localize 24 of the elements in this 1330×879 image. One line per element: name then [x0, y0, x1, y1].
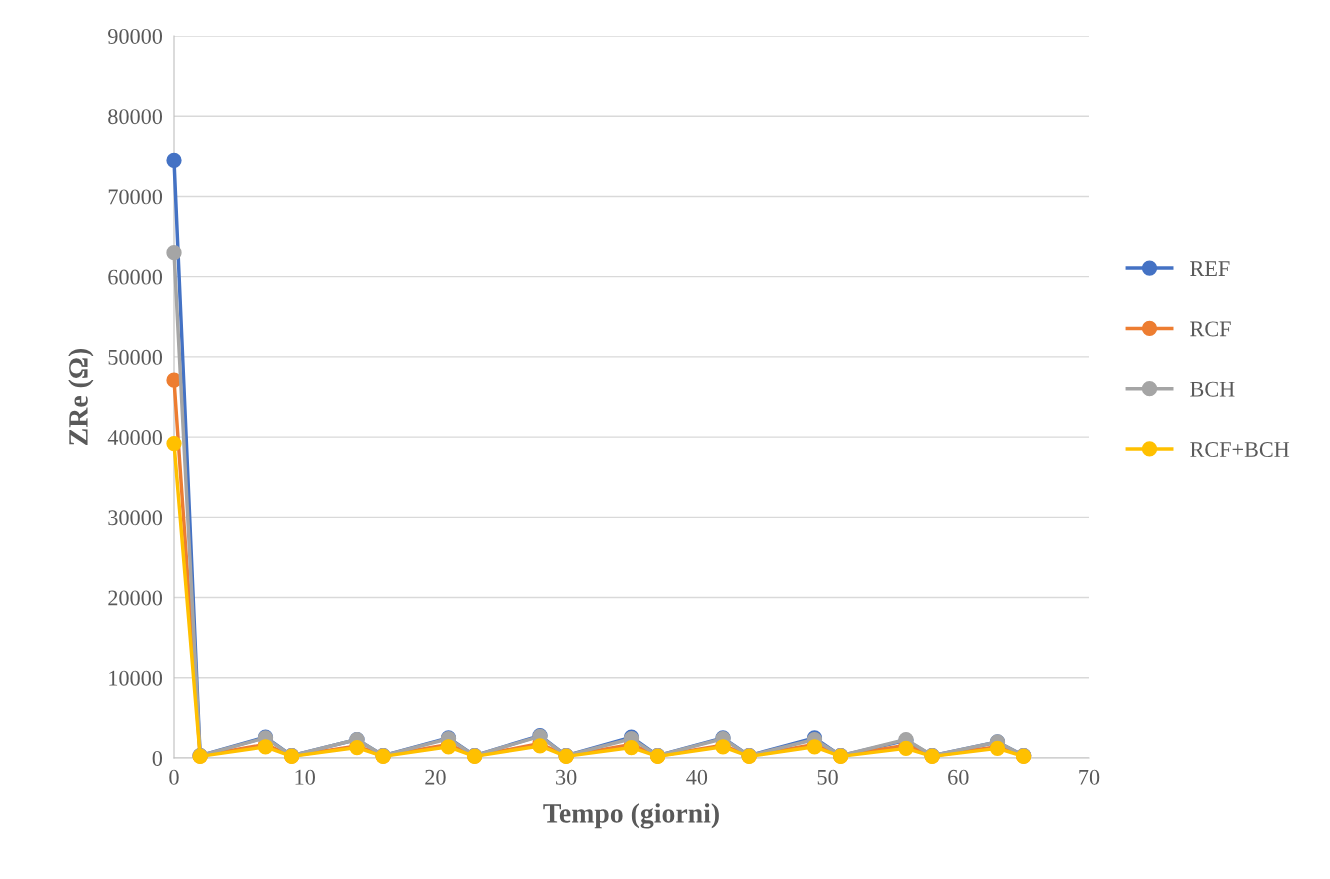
- y-tick-label: 30000: [108, 510, 163, 526]
- legend-label: RCF: [1190, 321, 1231, 337]
- x-tick-label: 60: [948, 769, 969, 785]
- y-tick-label: 0: [152, 750, 163, 766]
- x-tick-label: 20: [425, 769, 446, 785]
- y-tick-label: 80000: [108, 109, 163, 125]
- x-tick-label: 0: [169, 769, 179, 785]
- x-tick-label: 50: [817, 769, 838, 785]
- y-tick-label: 90000: [108, 28, 163, 44]
- legend-label: BCH: [1190, 381, 1235, 397]
- y-tick-label: 10000: [109, 670, 163, 686]
- x-axis-title: Tempo (giorni): [543, 803, 719, 829]
- legend-label: RCF+BCH: [1190, 442, 1290, 457]
- x-tick-label: 10: [295, 769, 315, 785]
- y-tick-label: 40000: [107, 430, 163, 446]
- legend-label: REF: [1190, 261, 1230, 276]
- x-tick-label: 40: [686, 769, 708, 785]
- x-tick-label: 30: [556, 769, 577, 785]
- y-tick-label: 70000: [108, 189, 163, 205]
- y-tick-label: 20000: [108, 590, 163, 606]
- y-tick-label: 50000: [108, 349, 163, 365]
- y-tick-label: 60000: [108, 269, 163, 285]
- x-tick-label: 70: [1079, 769, 1100, 785]
- y-axis-title: ZRe (Ω): [68, 348, 94, 445]
